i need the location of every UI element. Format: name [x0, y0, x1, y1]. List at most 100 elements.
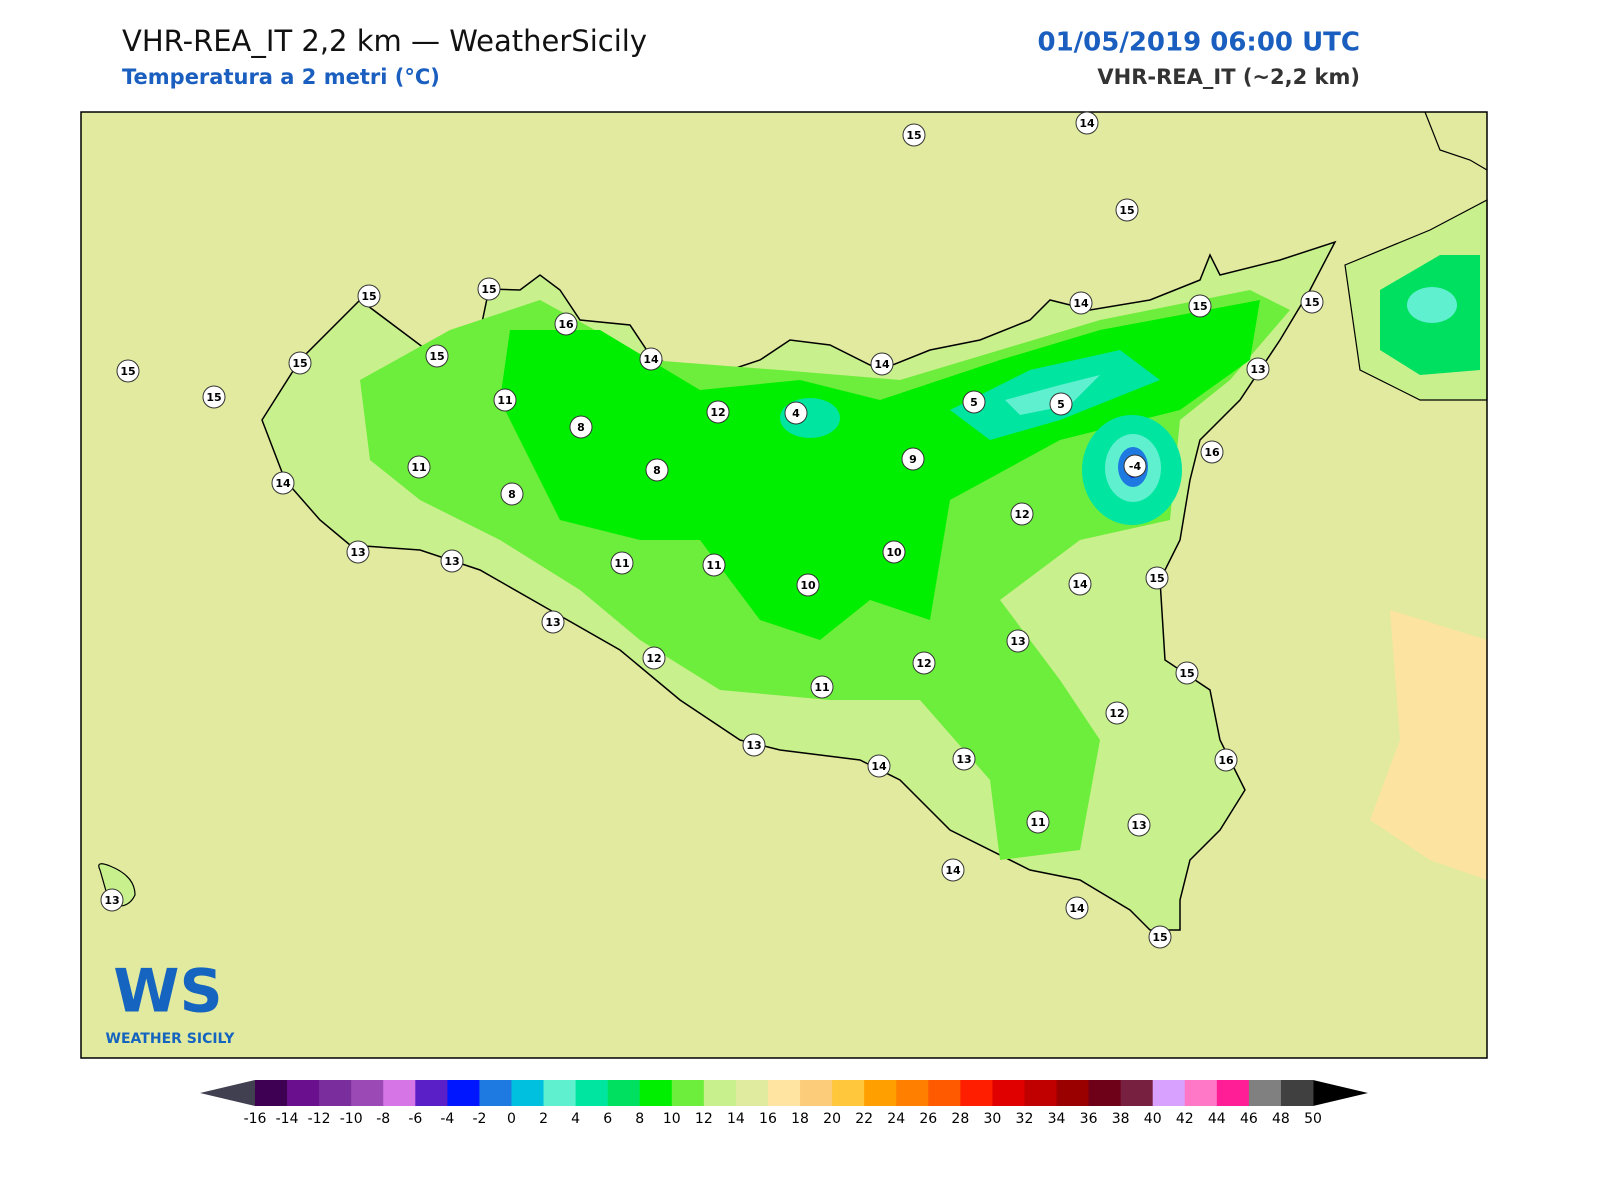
colorbar-segment — [735, 1080, 769, 1106]
colorbar-tick-label: -4 — [440, 1111, 454, 1127]
colorbar-segment — [351, 1080, 384, 1106]
station-marker — [902, 123, 926, 147]
station-marker — [867, 754, 891, 778]
colorbar-segment — [800, 1080, 833, 1106]
colorbar-tick-label: 26 — [919, 1111, 937, 1127]
colorbar-tick-label: -8 — [376, 1111, 390, 1127]
colorbar-segment — [639, 1080, 673, 1106]
station-value: 14 — [871, 760, 887, 773]
colorbar-segment — [1120, 1080, 1154, 1106]
colorbar-under — [200, 1080, 255, 1106]
station-marker — [882, 540, 906, 564]
station-marker — [1010, 502, 1034, 526]
date: 01/05/2019 06:00 UTC — [1037, 28, 1360, 58]
station-marker — [116, 359, 140, 383]
colorbar-tick-label: 2 — [539, 1111, 548, 1127]
colorbar-segment — [383, 1080, 416, 1106]
station-value: 11 — [614, 557, 629, 570]
colorbar-tick-label: 28 — [951, 1111, 969, 1127]
station-value: 15 — [1192, 300, 1207, 313]
colorbar-segment — [1152, 1080, 1186, 1106]
colorbar-tick-label: 36 — [1080, 1111, 1098, 1127]
colorbar-segment — [1216, 1080, 1250, 1106]
colorbar-tick-label: 46 — [1240, 1111, 1258, 1127]
station-marker — [639, 347, 663, 371]
colorbar-segment — [607, 1080, 641, 1106]
colorbar-tick-label: 24 — [887, 1111, 905, 1127]
model: VHR-REA_IT (~2,2 km) — [1097, 65, 1360, 89]
station-marker — [1214, 748, 1238, 772]
colorbar-segment — [928, 1080, 961, 1106]
station-marker — [288, 351, 312, 375]
station-value: 16 — [1204, 446, 1220, 459]
logo-mark: WS — [113, 957, 222, 1027]
station-marker — [407, 455, 431, 479]
station-marker — [1065, 896, 1089, 920]
station-marker — [1175, 661, 1199, 685]
station-value: 14 — [1079, 117, 1095, 130]
colorbar-tick-label: 32 — [1016, 1111, 1034, 1127]
colorbar-segment — [511, 1080, 545, 1106]
station-value: 11 — [814, 681, 829, 694]
colorbar-segment — [960, 1080, 993, 1106]
station-marker — [346, 540, 370, 564]
station-value: 13 — [104, 894, 119, 907]
colorbar-tick-label: 48 — [1272, 1111, 1290, 1127]
colorbar-segment — [319, 1080, 352, 1106]
colorbar-tick-label: 40 — [1144, 1111, 1162, 1127]
station-marker — [1145, 566, 1169, 590]
colorbar-tick-label: 44 — [1208, 1111, 1226, 1127]
station-marker — [1246, 357, 1270, 381]
station-value: 14 — [643, 353, 659, 366]
station-value: 12 — [1014, 508, 1029, 521]
colorbar-segment — [1280, 1080, 1314, 1106]
station-value: 15 — [1179, 667, 1194, 680]
colorbar-tick-label: 38 — [1112, 1111, 1130, 1127]
station-marker — [1300, 290, 1324, 314]
station-marker — [425, 344, 449, 368]
colorbar-tick-label: 30 — [983, 1111, 1001, 1127]
logo-name: WEATHER SICILY — [106, 1031, 236, 1047]
station-value: 13 — [545, 616, 560, 629]
station-marker — [1148, 925, 1172, 949]
station-marker — [962, 390, 986, 414]
station-value: 13 — [1010, 635, 1025, 648]
station-marker — [554, 312, 578, 336]
colorbar-segment — [671, 1080, 705, 1106]
station-value: 15 — [906, 129, 921, 142]
colorbar-tick-label: 18 — [791, 1111, 809, 1127]
station-marker — [941, 858, 965, 882]
warm-zone — [1370, 610, 1487, 880]
coast — [1424, 111, 1488, 171]
station-value: 14 — [874, 358, 890, 371]
station-value: 5 — [1057, 398, 1065, 411]
colorbar-tick-label: 0 — [507, 1111, 516, 1127]
station-value: 12 — [710, 406, 725, 419]
station-marker — [1075, 111, 1099, 135]
colorbar-segment — [1088, 1080, 1122, 1106]
station-marker — [1026, 810, 1050, 834]
colorbar-tick-label: 16 — [759, 1111, 777, 1127]
station-value: 15 — [120, 365, 135, 378]
station-marker — [1188, 294, 1212, 318]
station-marker — [357, 284, 381, 308]
station-marker — [810, 675, 834, 699]
station-value: 13 — [444, 555, 459, 568]
colorbar-segment — [896, 1080, 929, 1106]
station-value: 15 — [361, 290, 376, 303]
station-value: 16 — [1218, 754, 1234, 767]
station-marker — [952, 747, 976, 771]
colorbar-segment — [1056, 1080, 1090, 1106]
station-value: 13 — [956, 753, 971, 766]
station-marker — [1123, 454, 1147, 478]
station-value: 9 — [909, 453, 917, 466]
station-marker — [645, 458, 669, 482]
colorbar-tick-label: 6 — [603, 1111, 612, 1127]
station-marker — [440, 549, 464, 573]
station-marker — [702, 553, 726, 577]
station-marker — [271, 471, 295, 495]
station-marker — [100, 888, 124, 912]
station-value: 15 — [206, 391, 221, 404]
station-value: 10 — [886, 546, 902, 559]
station-value: 5 — [970, 396, 978, 409]
